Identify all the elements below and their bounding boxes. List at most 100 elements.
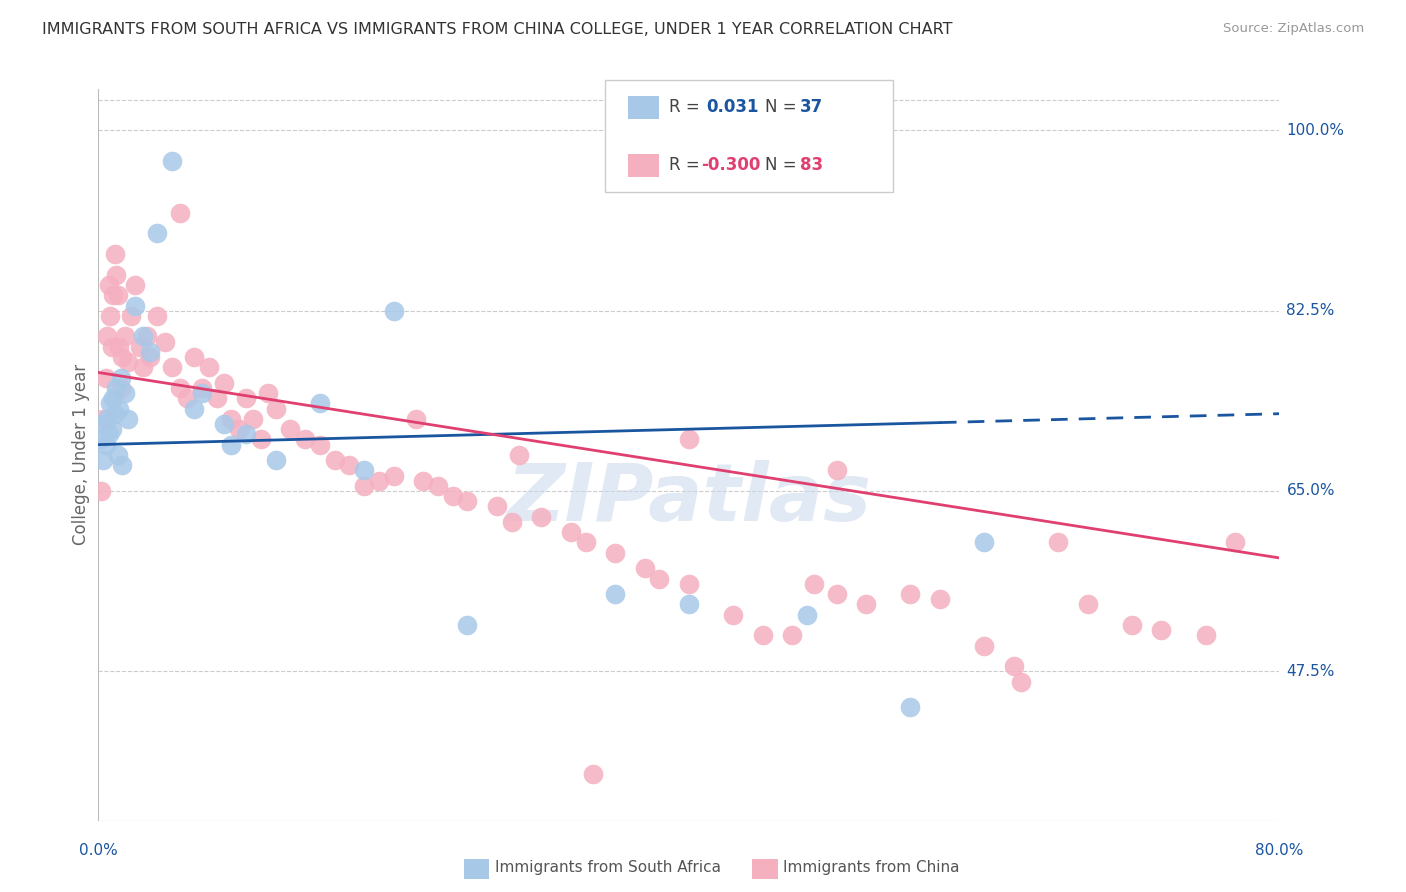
Point: [574, 535, 596, 549]
Point: [678, 597, 700, 611]
Point: [582, 767, 605, 781]
Point: [825, 463, 848, 477]
Point: [973, 535, 995, 549]
Point: [427, 479, 450, 493]
Text: R =: R =: [669, 98, 700, 117]
Point: [678, 433, 700, 447]
Point: [97, 427, 120, 442]
Point: [456, 494, 478, 508]
Point: [91, 412, 114, 426]
Point: [678, 576, 700, 591]
Text: 80.0%: 80.0%: [1256, 843, 1303, 858]
Point: [108, 401, 131, 416]
Point: [124, 277, 146, 292]
Point: [132, 329, 155, 343]
Point: [191, 386, 214, 401]
Point: [486, 500, 509, 514]
Point: [309, 437, 332, 451]
Point: [456, 618, 478, 632]
Point: [1223, 535, 1246, 549]
Point: [108, 340, 131, 354]
Point: [97, 277, 120, 292]
Point: [91, 453, 114, 467]
Point: [146, 309, 169, 323]
Point: [1077, 597, 1099, 611]
Point: [136, 329, 159, 343]
Point: [648, 572, 671, 586]
Point: [110, 370, 132, 384]
Text: 83: 83: [800, 156, 823, 175]
Point: [153, 334, 176, 349]
Point: [337, 458, 360, 473]
Point: [111, 350, 134, 364]
Point: [278, 422, 302, 436]
Point: [264, 453, 287, 467]
Point: [110, 381, 132, 395]
Point: [146, 227, 169, 241]
Point: [128, 340, 150, 354]
Point: [825, 587, 848, 601]
Point: [90, 483, 112, 498]
Text: IMMIGRANTS FROM SOUTH AFRICA VS IMMIGRANTS FROM CHINA COLLEGE, UNDER 1 YEAR CORR: IMMIGRANTS FROM SOUTH AFRICA VS IMMIGRAN…: [42, 22, 953, 37]
Y-axis label: College, Under 1 year: College, Under 1 year: [72, 364, 90, 546]
Point: [104, 407, 127, 421]
Point: [751, 628, 773, 642]
Point: [382, 468, 405, 483]
Point: [205, 391, 228, 405]
Point: [323, 453, 346, 467]
Point: [219, 437, 243, 451]
Text: ZIPatlas: ZIPatlas: [506, 459, 872, 538]
Point: [242, 412, 264, 426]
Point: [382, 303, 405, 318]
Text: 37: 37: [800, 98, 824, 117]
Text: -0.300: -0.300: [702, 156, 761, 175]
Point: [114, 386, 136, 401]
Point: [219, 412, 243, 426]
Point: [501, 515, 523, 529]
Point: [94, 370, 117, 384]
Point: [530, 509, 553, 524]
Text: N =: N =: [765, 156, 796, 175]
Text: R =: R =: [669, 156, 700, 175]
Point: [162, 154, 183, 169]
Point: [900, 700, 922, 714]
Point: [353, 479, 375, 493]
Point: [212, 417, 235, 431]
Point: [633, 561, 655, 575]
Text: Source: ZipAtlas.com: Source: ZipAtlas.com: [1223, 22, 1364, 36]
Point: [105, 268, 128, 282]
Point: [103, 391, 125, 405]
Point: [508, 448, 530, 462]
Point: [294, 433, 316, 447]
Point: [353, 463, 375, 477]
Point: [973, 639, 995, 653]
Point: [803, 576, 825, 591]
Point: [1121, 618, 1143, 632]
Point: [114, 329, 136, 343]
Point: [1010, 674, 1032, 689]
Point: [96, 412, 118, 426]
Point: [228, 422, 250, 436]
Point: [235, 391, 257, 405]
Point: [90, 433, 112, 447]
Point: [124, 299, 146, 313]
Point: [235, 427, 257, 442]
Point: [107, 448, 129, 462]
Point: [117, 412, 139, 426]
Point: [782, 628, 804, 642]
Point: [103, 288, 125, 302]
Point: [100, 340, 122, 354]
Point: [169, 206, 191, 220]
Point: [104, 247, 127, 261]
Point: [100, 422, 122, 436]
Point: [96, 329, 118, 343]
Point: [93, 417, 115, 431]
Text: 47.5%: 47.5%: [1286, 664, 1334, 679]
Point: [94, 437, 117, 451]
Point: [198, 360, 221, 375]
Point: [264, 401, 287, 416]
Text: Immigrants from China: Immigrants from China: [783, 860, 960, 874]
Point: [257, 386, 280, 401]
Point: [1150, 623, 1173, 637]
Point: [405, 412, 427, 426]
